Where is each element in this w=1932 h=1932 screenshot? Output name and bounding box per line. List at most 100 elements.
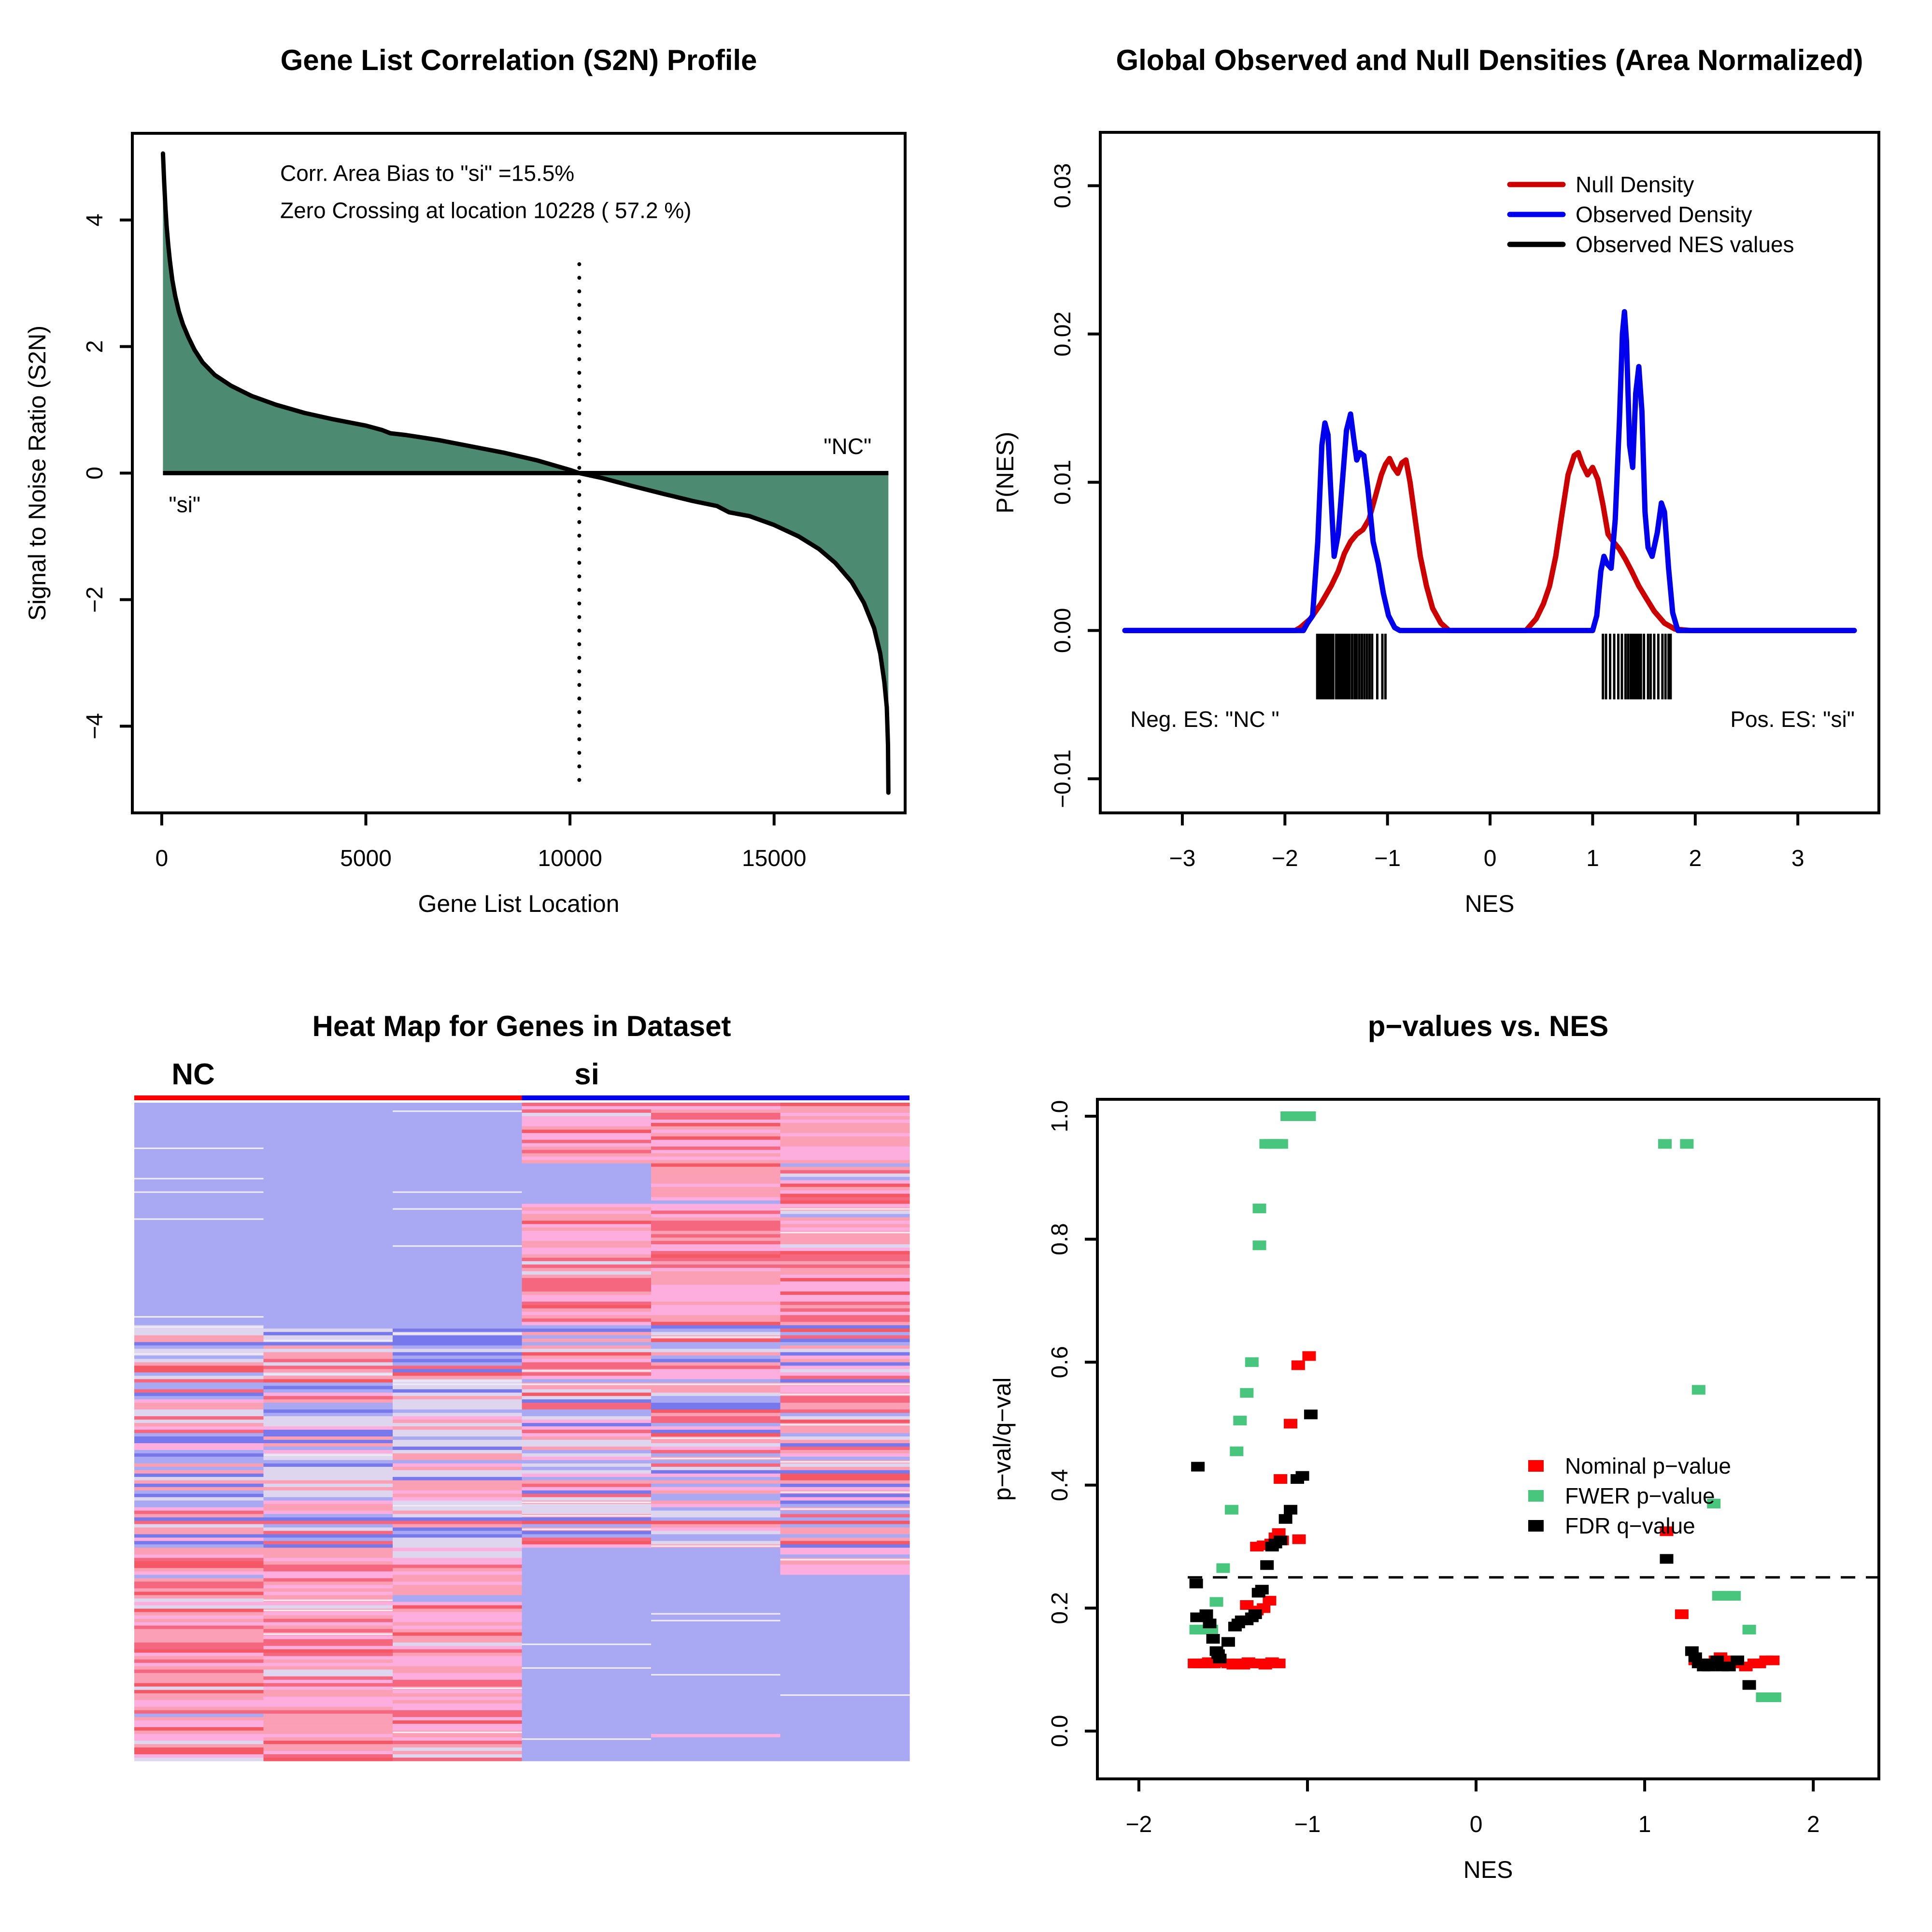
- heatmap-cell: [263, 1561, 393, 1565]
- data-point: [1199, 1609, 1213, 1619]
- heatmap-cell: [522, 1301, 652, 1306]
- heatmap-cell: [134, 1446, 264, 1450]
- heatmap-cell: [651, 1585, 781, 1589]
- heatmap-cell: [522, 1254, 652, 1258]
- heatmap-cell: [522, 1558, 652, 1562]
- heatmap-cell: [780, 1710, 910, 1714]
- heatmap-cell: [134, 1490, 264, 1494]
- heatmap-cell: [393, 1264, 523, 1268]
- heatmap-cell: [780, 1288, 910, 1292]
- heatmap-cell: [522, 1460, 652, 1464]
- heatmap-cell: [134, 1564, 264, 1568]
- heatmap-cell: [134, 1406, 264, 1410]
- heatmap-cell: [393, 1349, 523, 1352]
- heatmap-cell: [651, 1129, 781, 1134]
- heatmap-cell: [651, 1308, 781, 1312]
- heatmap-cell: [393, 1372, 523, 1376]
- heatmap-missing-line: [651, 1437, 781, 1439]
- heatmap-missing-line: [393, 1383, 523, 1385]
- heatmap-cell: [134, 1622, 264, 1626]
- heatmap-cell: [134, 1301, 264, 1306]
- heatmap-cell: [134, 1251, 264, 1255]
- heatmap-cell: [134, 1679, 264, 1684]
- heatmap-cell: [263, 1730, 393, 1734]
- data-point: [1767, 1692, 1781, 1702]
- pos-es-annotation: Pos. ES: "si": [1730, 707, 1855, 732]
- legend-label: Observed NES values: [1576, 232, 1794, 257]
- heatmap-cell: [134, 1409, 264, 1413]
- heatmap-missing-line: [134, 1147, 264, 1149]
- heatmap-cell: [651, 1338, 781, 1342]
- heatmap-cell: [263, 1119, 393, 1123]
- heatmap-cell: [263, 1693, 393, 1697]
- heatmap-cell: [651, 1490, 781, 1494]
- heatmap-cell: [393, 1541, 523, 1545]
- heatmap-cell: [263, 1241, 393, 1245]
- heatmap-cell: [263, 1139, 393, 1144]
- heatmap-cell: [134, 1150, 264, 1154]
- heatmap-cell: [134, 1163, 264, 1167]
- heatmap-cell: [651, 1504, 781, 1508]
- data-point: [1245, 1357, 1259, 1367]
- heatmap-cell: [263, 1487, 393, 1491]
- heatmap-cell: [780, 1112, 910, 1117]
- heatmap-cell: [263, 1683, 393, 1687]
- heatmap-cell: [522, 1757, 652, 1762]
- heatmap-cell: [393, 1534, 523, 1538]
- heatmap-cell: [780, 1221, 910, 1224]
- heatmap-cell: [393, 1740, 523, 1745]
- heatmap-cell: [780, 1227, 910, 1231]
- si-group-bar: [522, 1095, 909, 1100]
- heatmap-cell: [780, 1359, 910, 1363]
- heatmap-cell: [651, 1551, 781, 1555]
- heatmap-cell: [134, 1635, 264, 1640]
- heatmap-cell: [134, 1696, 264, 1701]
- heatmap-cell: [780, 1298, 910, 1302]
- heatmap-cell: [780, 1737, 910, 1741]
- heatmap-cell: [780, 1146, 910, 1151]
- heatmap-cell: [393, 1288, 523, 1292]
- heatmap-cell: [522, 1389, 652, 1393]
- heatmap-cell: [134, 1248, 264, 1251]
- heatmap-cell: [780, 1659, 910, 1663]
- heatmap-cell: [522, 1426, 652, 1430]
- heatmap-cell: [134, 1200, 264, 1204]
- x-tick-label: 0: [1470, 1812, 1483, 1837]
- heatmap-cell: [651, 1244, 781, 1248]
- heatmap-cell: [393, 1524, 523, 1528]
- heatmap-cell: [263, 1311, 393, 1316]
- heatmap-cell: [651, 1126, 781, 1130]
- heatmap-cell: [651, 1177, 781, 1180]
- heatmap-cell: [263, 1234, 393, 1238]
- heatmap-cell: [522, 1649, 652, 1653]
- heatmap-cell: [134, 1345, 264, 1349]
- heatmap-cell: [393, 1237, 523, 1241]
- heatmap-cell: [780, 1568, 910, 1572]
- heatmap-cell: [522, 1399, 652, 1403]
- heatmap-cell: [522, 1507, 652, 1511]
- heatmap-cell: [651, 1659, 781, 1663]
- heatmap-cell: [780, 1639, 910, 1643]
- heatmap-cell: [522, 1446, 652, 1450]
- heatmap-cell: [522, 1750, 652, 1755]
- heatmap-cell: [134, 1258, 264, 1262]
- heatmap-cell: [651, 1261, 781, 1265]
- heatmap-cell: [651, 1264, 781, 1268]
- heatmap-cell: [651, 1625, 781, 1630]
- heatmap-cell: [522, 1595, 652, 1599]
- heatmap-cell: [780, 1585, 910, 1589]
- heatmap-cell: [263, 1710, 393, 1714]
- heatmap-cell: [522, 1740, 652, 1745]
- heatmap-cell: [522, 1480, 652, 1484]
- heatmap-cell: [780, 1244, 910, 1248]
- heatmap-cell: [263, 1578, 393, 1582]
- heatmap-cell: [263, 1224, 393, 1228]
- heatmap-cell: [522, 1355, 652, 1359]
- heatmap-cell: [651, 1355, 781, 1359]
- scatter-series-2: [1189, 1409, 1756, 1690]
- heatmap-cell: [263, 1143, 393, 1147]
- heatmap-cell: [393, 1531, 523, 1534]
- heatmap-cell: [393, 1197, 523, 1201]
- heatmap-cell: [134, 1480, 264, 1484]
- heatmap-cell: [651, 1234, 781, 1238]
